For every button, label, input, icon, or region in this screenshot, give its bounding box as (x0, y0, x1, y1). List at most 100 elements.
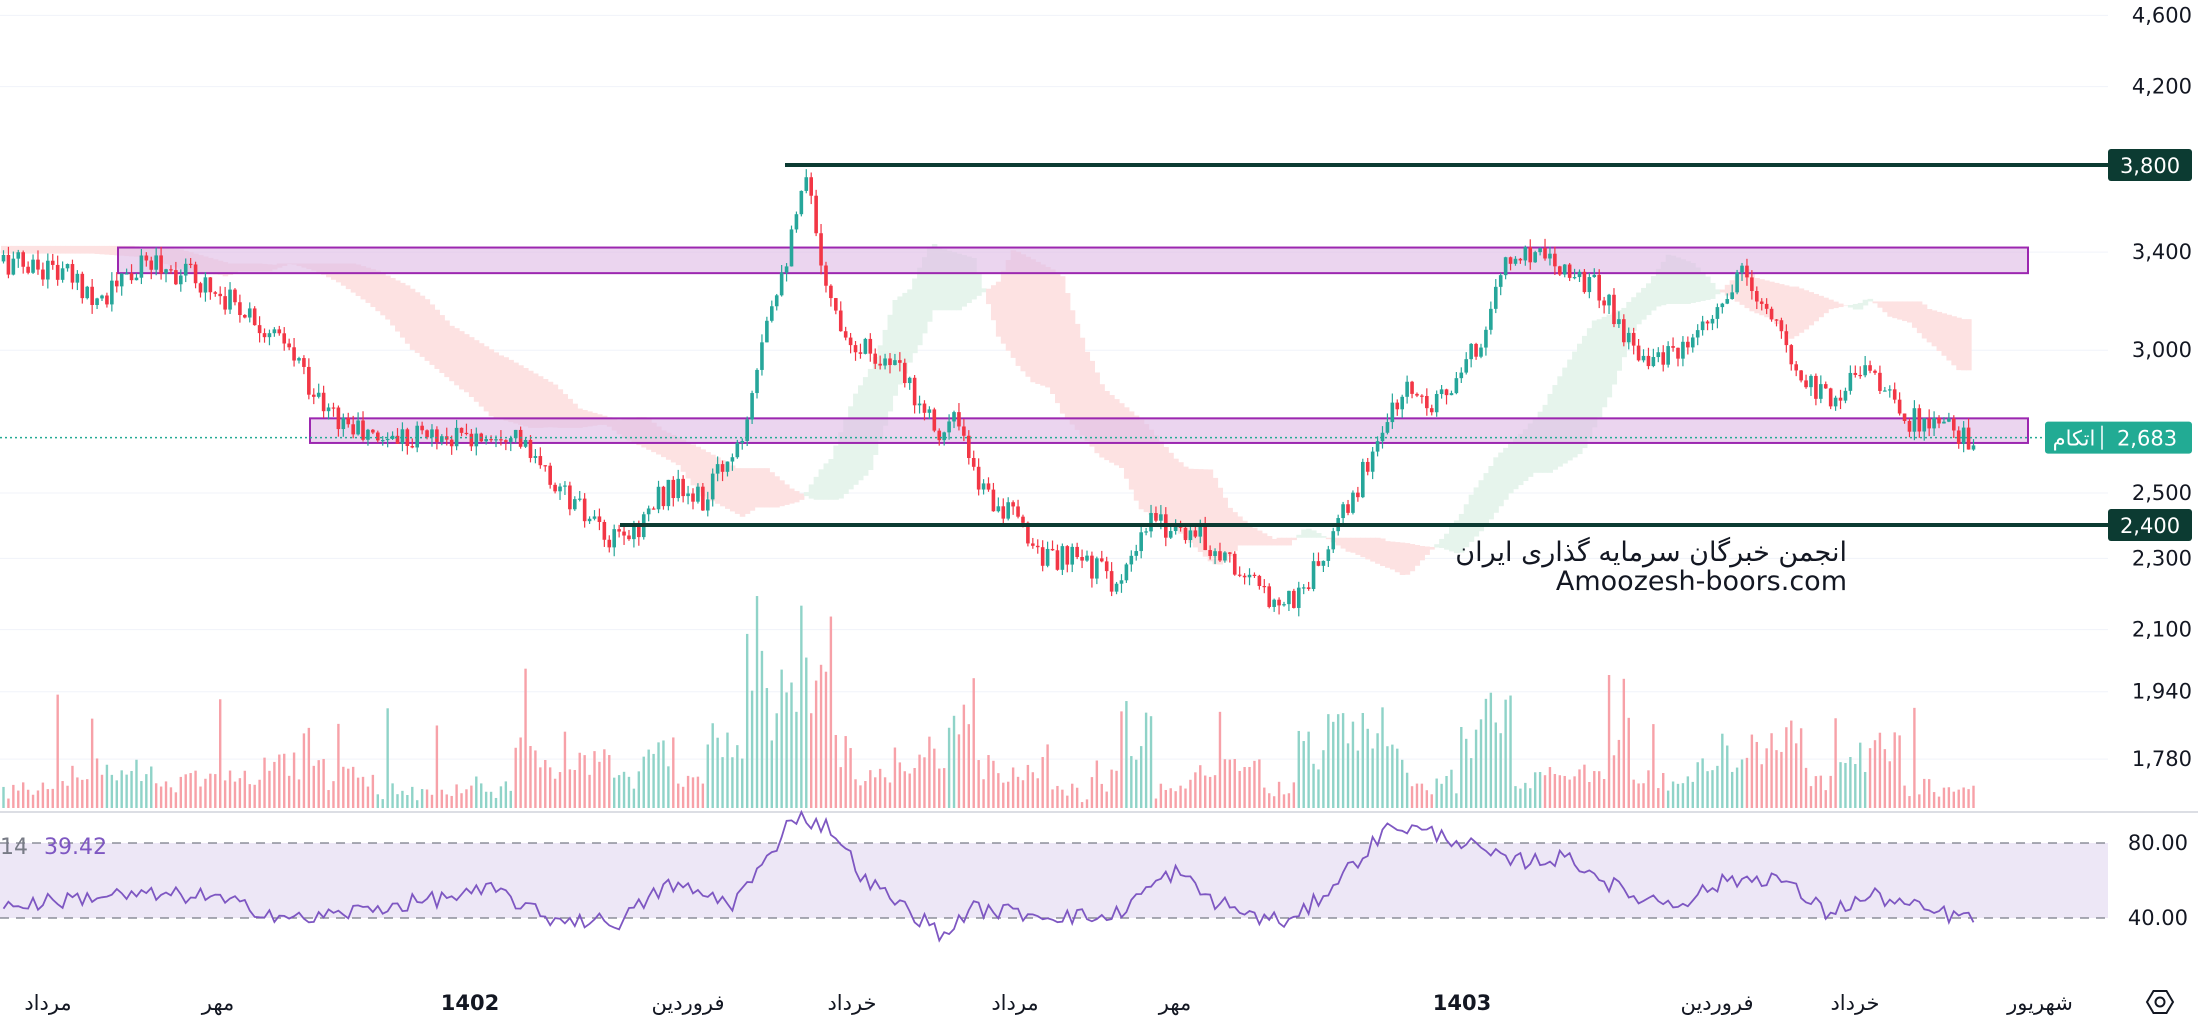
candle-body[interactable] (1045, 548, 1050, 566)
candle-body[interactable] (1622, 319, 1626, 343)
candle-body[interactable] (1144, 531, 1148, 533)
candle-body[interactable] (321, 392, 326, 412)
candle-body[interactable] (1439, 389, 1444, 395)
candle-body[interactable] (1242, 575, 1247, 578)
candle-body[interactable] (1060, 546, 1065, 570)
candle-body[interactable] (602, 521, 607, 540)
candle-body[interactable] (1661, 352, 1666, 365)
candle-body[interactable] (1892, 389, 1897, 400)
candle-body[interactable] (1326, 549, 1331, 561)
candle-body[interactable] (1720, 303, 1725, 308)
candle-body[interactable] (430, 429, 434, 438)
candle-body[interactable] (971, 458, 976, 467)
candle-body[interactable] (912, 377, 917, 406)
candle-body[interactable] (1055, 550, 1060, 570)
candle-body[interactable] (80, 273, 85, 299)
candle-body[interactable] (1666, 346, 1670, 365)
candle-body[interactable] (1809, 375, 1813, 388)
candle-body[interactable] (627, 535, 631, 540)
candle-body[interactable] (1883, 390, 1887, 392)
candle-body[interactable] (129, 273, 134, 281)
candle-body[interactable] (1681, 341, 1685, 359)
candle-body[interactable] (149, 260, 154, 270)
candle-body[interactable] (637, 524, 641, 538)
candle-body[interactable] (469, 433, 474, 447)
candle-body[interactable] (1479, 347, 1483, 357)
candle-body[interactable] (1356, 492, 1360, 498)
candle-body[interactable] (1878, 372, 1882, 391)
candle-body[interactable] (967, 435, 971, 459)
candle-body[interactable] (1646, 355, 1651, 367)
candle-body[interactable] (90, 286, 94, 305)
candle-body[interactable] (1784, 331, 1789, 346)
candle-body[interactable] (1484, 329, 1488, 348)
candle-body[interactable] (691, 493, 695, 502)
candle-body[interactable] (622, 531, 626, 536)
candle-body[interactable] (829, 285, 833, 299)
candle-body[interactable] (696, 486, 700, 502)
candle-body[interactable] (1558, 266, 1562, 275)
candle-body[interactable] (991, 489, 996, 512)
candle-body[interactable] (1321, 560, 1326, 566)
candle-body[interactable] (1380, 432, 1385, 442)
candle-body[interactable] (124, 273, 129, 275)
candle-body[interactable] (1114, 583, 1119, 592)
candle-body[interactable] (1026, 522, 1030, 544)
candle-body[interactable] (883, 358, 887, 366)
candle-body[interactable] (1927, 418, 1931, 429)
candle-body[interactable] (1316, 561, 1321, 566)
candle-body[interactable] (932, 409, 937, 431)
horizontal-levels[interactable] (0, 163, 2108, 527)
candle-body[interactable] (1203, 525, 1207, 551)
candle-body[interactable] (1095, 558, 1099, 579)
candle-body[interactable] (1075, 546, 1079, 558)
candle-body[interactable] (1035, 545, 1040, 548)
candle-body[interactable] (21, 252, 25, 267)
candle-body[interactable] (1562, 264, 1567, 275)
candle-body[interactable] (395, 435, 400, 444)
candle-body[interactable] (410, 446, 415, 448)
candle-body[interactable] (316, 392, 321, 397)
candle-body[interactable] (1272, 599, 1276, 607)
candle-body[interactable] (257, 325, 262, 334)
candle-body[interactable] (1508, 257, 1513, 264)
candle-body[interactable] (809, 177, 813, 196)
candle-body[interactable] (1503, 257, 1508, 276)
candle-body[interactable] (597, 516, 602, 522)
candle-body[interactable] (1444, 389, 1449, 396)
candle-body[interactable] (1917, 408, 1922, 432)
candle-body[interactable] (1853, 372, 1858, 375)
candle-body[interactable] (307, 366, 311, 395)
candle-body[interactable] (750, 393, 754, 420)
candle-body[interactable] (799, 190, 804, 215)
candle-body[interactable] (1937, 417, 1941, 424)
candle-body[interactable] (981, 483, 986, 490)
candle-body[interactable] (1498, 275, 1503, 287)
candle-body[interactable] (1617, 319, 1621, 325)
candle-body[interactable] (331, 407, 336, 409)
candle-body[interactable] (1651, 357, 1656, 367)
candle-body[interactable] (907, 377, 912, 384)
candle-body[interactable] (1173, 523, 1178, 532)
candle-body[interactable] (1789, 345, 1794, 365)
candle-body[interactable] (218, 293, 222, 297)
candle-body[interactable] (868, 338, 873, 354)
candle-body[interactable] (1282, 604, 1286, 606)
candle-body[interactable] (1533, 252, 1537, 263)
candle-body[interactable] (484, 439, 488, 442)
candle-body[interactable] (1745, 265, 1749, 278)
candle-body[interactable] (661, 486, 666, 507)
chart-settings-button[interactable] (2145, 990, 2175, 1014)
candle-body[interactable] (1750, 277, 1754, 292)
candle-body[interactable] (435, 429, 439, 442)
candle-body[interactable] (853, 345, 858, 353)
candle-body[interactable] (784, 266, 789, 273)
candle-body[interactable] (1119, 580, 1124, 584)
candle-body[interactable] (1031, 543, 1035, 546)
candle-body[interactable] (1838, 397, 1843, 401)
candle-body[interactable] (976, 466, 981, 490)
candle-body[interactable] (1631, 332, 1636, 346)
candle-body[interactable] (1553, 253, 1557, 267)
candle-body[interactable] (1099, 558, 1104, 562)
candle-body[interactable] (548, 465, 552, 485)
